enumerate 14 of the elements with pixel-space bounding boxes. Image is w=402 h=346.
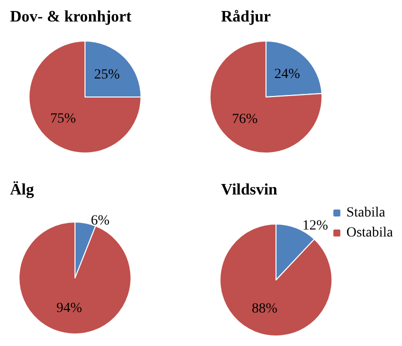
data-label: 76% xyxy=(232,112,258,128)
data-label: 88% xyxy=(252,301,278,316)
data-label: 75% xyxy=(50,111,76,126)
data-label: 12% xyxy=(302,218,328,234)
data-label: 6% xyxy=(90,214,110,229)
chart-title: Älg xyxy=(10,180,34,198)
chart-title: Rådjur xyxy=(221,8,271,26)
data-label: 94% xyxy=(56,300,82,316)
legend-label: Ostabila xyxy=(346,226,394,240)
legend-label: Stabila xyxy=(346,206,386,220)
chart-title: Dov- & kronhjort xyxy=(10,8,132,26)
chart-title: Vildsvin xyxy=(221,182,278,198)
data-label: 24% xyxy=(274,66,300,82)
data-label: 25% xyxy=(94,68,120,83)
